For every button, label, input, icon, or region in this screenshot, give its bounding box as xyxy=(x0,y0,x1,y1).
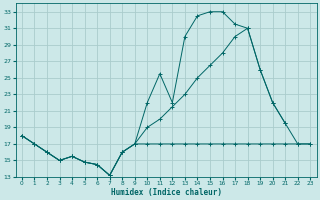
X-axis label: Humidex (Indice chaleur): Humidex (Indice chaleur) xyxy=(111,188,221,197)
